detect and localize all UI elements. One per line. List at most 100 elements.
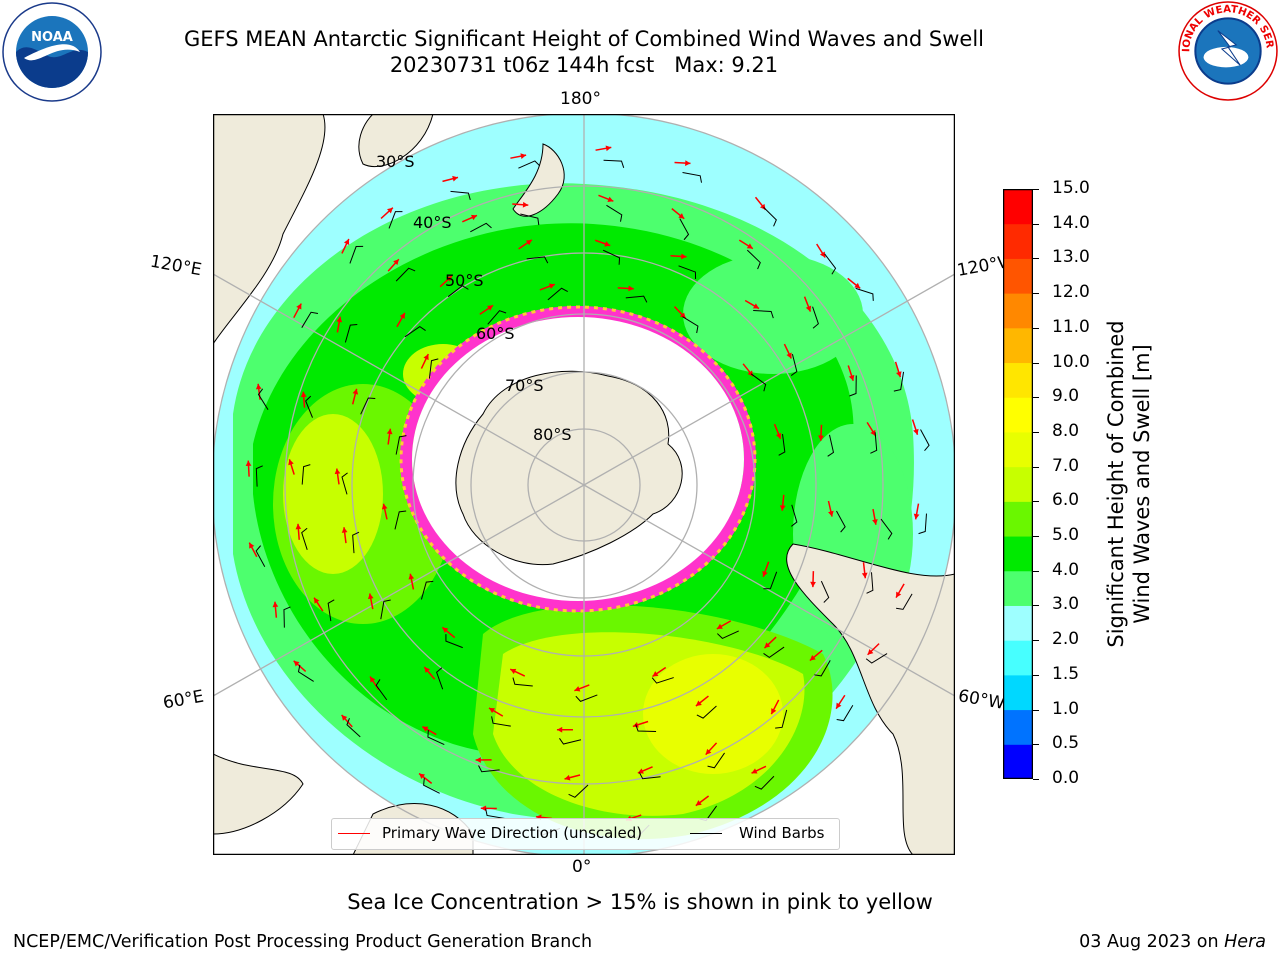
colorbar-tick-mark	[1033, 362, 1039, 364]
colorbar-segment	[1003, 709, 1033, 745]
wind-barb	[791, 504, 798, 527]
wind-barb	[603, 159, 625, 168]
wave-arrow-head	[300, 391, 307, 398]
wave-arrow-head	[393, 259, 399, 266]
wind-barb	[707, 752, 725, 769]
wave-arrow-head	[681, 253, 687, 260]
wave-arrow-head	[764, 642, 771, 649]
legend-wave-direction: Primary Wave Direction (unscaled)	[382, 824, 643, 842]
wave-arrow-head	[836, 702, 842, 709]
colorbar-tick-label: 11.0	[1052, 316, 1090, 337]
wave-arrow-head	[255, 383, 262, 390]
wave-arrow-head	[334, 468, 341, 475]
wind-barb	[717, 630, 739, 640]
colorbar-segment	[1003, 258, 1033, 294]
noaa-logo-text: NOAA	[31, 30, 73, 45]
wave-arrow-head	[695, 800, 702, 806]
wave-arrow-head	[548, 283, 555, 289]
wind-barb	[836, 510, 846, 533]
wave-arrow-head	[381, 503, 388, 510]
wave-arrow-head	[679, 312, 686, 319]
wave-arrow-head	[751, 768, 758, 774]
wind-barb	[547, 287, 568, 301]
wind-barb	[750, 373, 767, 392]
wind-barb	[893, 371, 905, 392]
colorbar-tick-mark	[1033, 327, 1039, 329]
wind-barb	[301, 464, 311, 485]
wind-barb	[346, 718, 361, 738]
wind-barb	[445, 634, 463, 649]
wave-arrow-head	[475, 757, 481, 763]
wave-arrow-head	[423, 354, 429, 361]
wave-arrow-head	[805, 305, 812, 312]
colorbar-tick-label: 0.5	[1052, 733, 1080, 754]
wind-barb	[395, 435, 407, 455]
wave-arrow-head	[810, 581, 816, 588]
wave-arrow-head	[489, 708, 496, 714]
lat-label-40s: 40°S	[413, 213, 452, 232]
wave-arrow-head	[604, 241, 611, 247]
chart-title: GEFS MEAN Antarctic Significant Height o…	[183, 27, 985, 51]
wave-arrow-head	[419, 773, 425, 780]
wave-arrow-head	[387, 207, 393, 214]
wind-barb	[301, 527, 308, 550]
land-new-zealand	[512, 143, 565, 217]
colorbar-tick-mark	[1033, 501, 1039, 503]
wind-barb	[388, 211, 403, 229]
wave-arrow-head	[854, 282, 861, 289]
wind-barb	[301, 311, 319, 328]
wave-arrow-head	[716, 623, 723, 629]
colorbar-segment	[1003, 536, 1033, 572]
wave-arrow-head	[861, 572, 868, 579]
wind-barb	[763, 571, 778, 590]
wind-barb	[602, 249, 621, 265]
colorbar-segment	[1003, 362, 1033, 398]
colorbar-segment	[1003, 397, 1033, 433]
wave-arrow-head	[293, 660, 300, 667]
wave-arrow-head	[288, 459, 294, 466]
legend-wind-barbs: Wind Barbs	[739, 824, 825, 842]
wave-arrow-head	[779, 505, 786, 511]
wave-arrow-head	[510, 668, 517, 675]
wave-arrow-head	[872, 519, 878, 525]
wave-arrow-head	[487, 305, 494, 311]
wind-barb	[625, 295, 648, 303]
legend-wave-swatch	[338, 833, 370, 834]
colorbar-segment	[1003, 570, 1033, 606]
colorbar-label-line1: Significant Height of Combined	[1104, 320, 1128, 648]
wave-arrow-head	[870, 429, 876, 436]
wave-arrow-head	[685, 160, 691, 166]
wind-barb	[352, 531, 360, 554]
wind-barb	[520, 213, 540, 226]
wind-barb	[526, 256, 549, 264]
wind-barb	[404, 326, 426, 338]
wind-barb	[849, 375, 857, 397]
wind-barb	[436, 667, 444, 690]
lat-label-60s: 60°S	[476, 324, 515, 343]
lat-label-30s: 30°S	[376, 152, 415, 171]
lat-label-50s: 50°S	[445, 271, 484, 290]
colorbar-tick-mark	[1033, 466, 1039, 468]
wind-barb	[746, 249, 761, 270]
footer-host: Hera	[1224, 932, 1266, 952]
wind-barb	[349, 245, 364, 264]
lon-label-60e: 60°E	[161, 686, 206, 714]
colorbar-tick-mark	[1033, 189, 1039, 190]
sea-ice-caption: Sea Ice Concentration > 15% is shown in …	[347, 890, 933, 914]
map-frame	[213, 114, 955, 855]
colorbar-segment	[1003, 293, 1033, 329]
wave-arrow-head	[652, 671, 659, 677]
colorbar-tick-label: 4.0	[1052, 559, 1080, 580]
wave-arrow-head	[867, 649, 874, 655]
colorbar-tick-mark	[1033, 709, 1039, 711]
wind-barb	[753, 309, 774, 319]
lon-label-120e: 120°E	[148, 251, 204, 281]
wave-arrow-head	[295, 523, 302, 530]
colorbar-segment	[1003, 501, 1033, 537]
wind-barb	[380, 599, 391, 620]
colorbar-tick-label: 1.0	[1052, 698, 1080, 719]
wave-arrow-head	[678, 213, 685, 219]
map-legend: Primary Wave Direction (unscaled) Wind B…	[331, 818, 840, 850]
wave-arrow-head	[422, 726, 429, 732]
wind-barb	[395, 267, 416, 282]
